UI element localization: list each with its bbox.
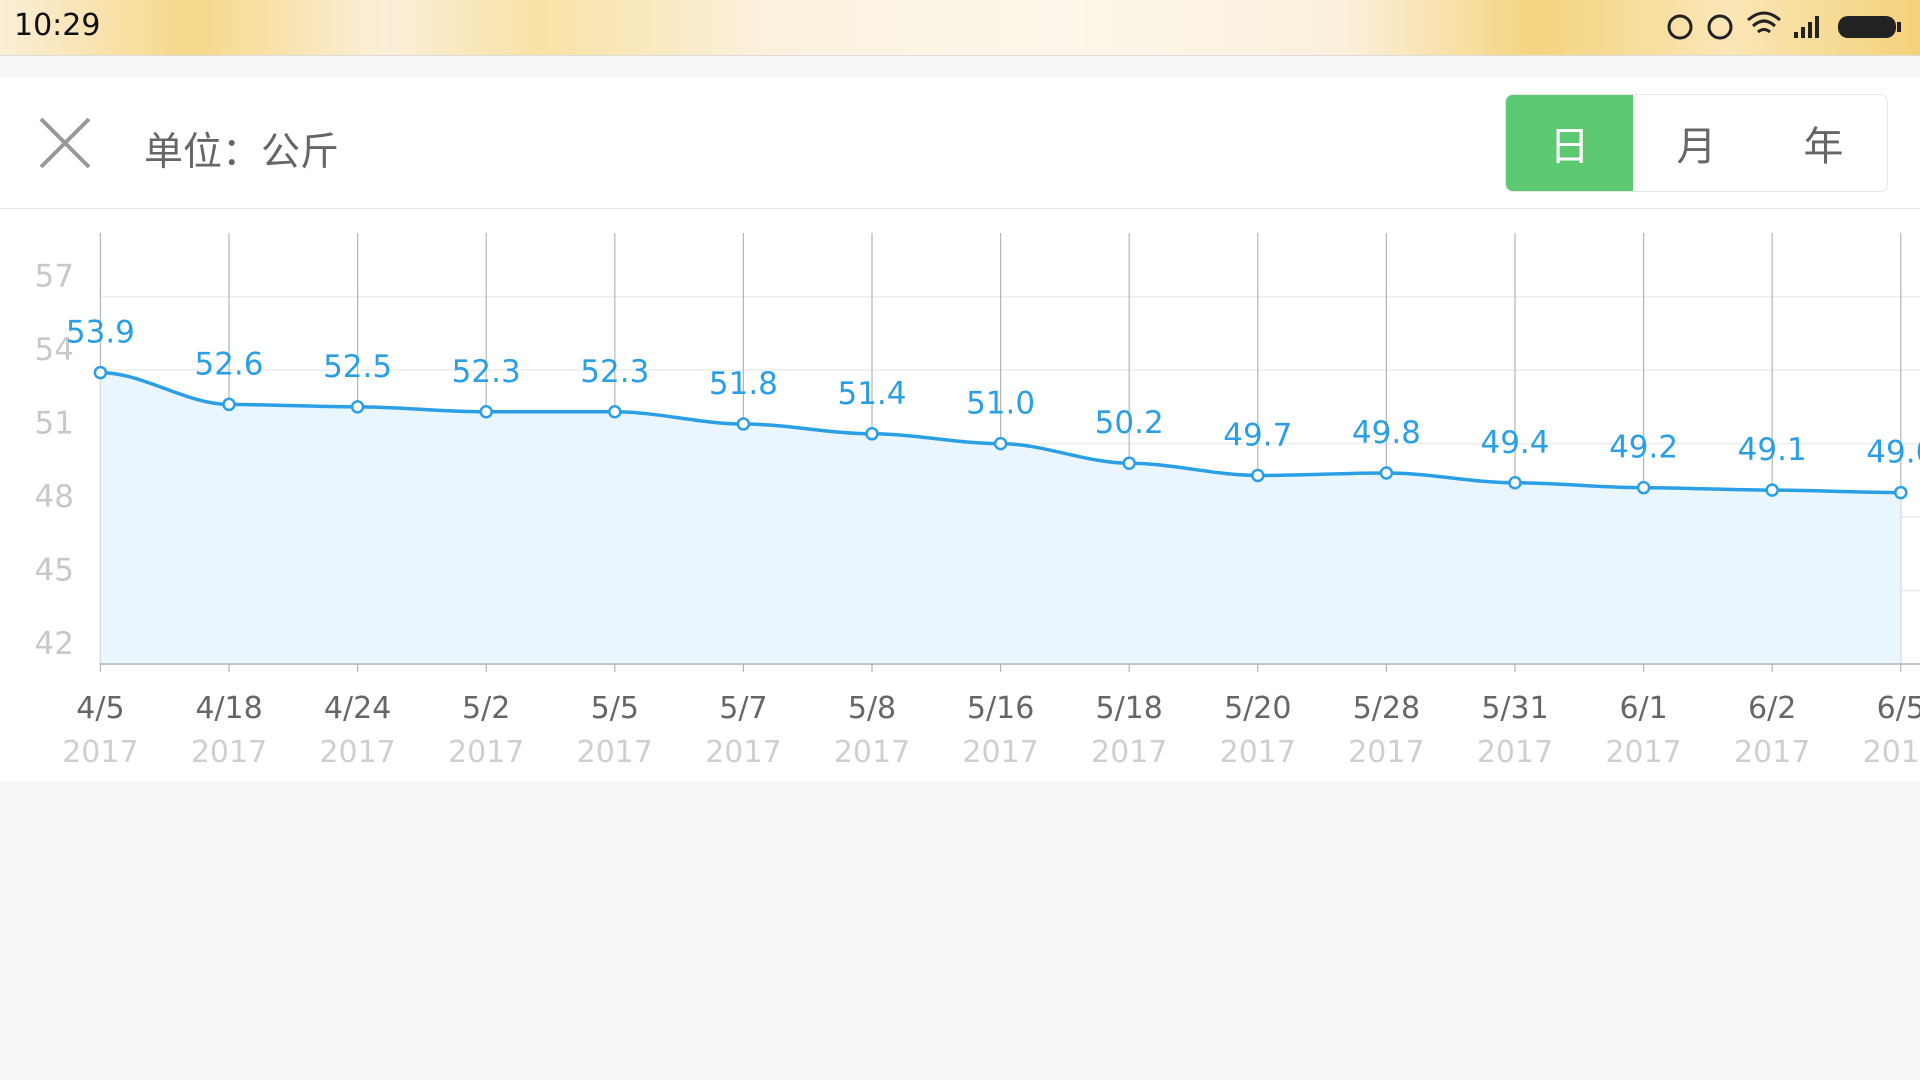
- status-icons: [1667, 11, 1901, 40]
- point: [1379, 466, 1394, 480]
- value-label: 49.2: [1609, 430, 1678, 466]
- chart-panel: 42 45 48 51 54 57 53.9 52.6 52.5 52.3 52.3 51.8 51.4…: [0, 209, 1920, 781]
- value-label: 52.3: [580, 354, 649, 390]
- x-tick-label: 5/18: [1096, 691, 1163, 726]
- point: [222, 397, 236, 412]
- x-tick-year: 2017: [448, 735, 524, 770]
- point: [1765, 483, 1779, 497]
- x-tick-year: 2017: [577, 735, 653, 770]
- value-label: 49.7: [1223, 417, 1292, 453]
- y-tick-label: 51: [35, 406, 74, 442]
- value-label: 51.0: [966, 386, 1035, 422]
- point: [1508, 476, 1522, 490]
- x-tick-label: 5/5: [591, 691, 639, 726]
- clock: 10:29: [14, 8, 101, 43]
- x-tick-label: 5/2: [462, 691, 510, 726]
- x-tick-label: 6/1: [1619, 691, 1667, 726]
- value-label: 53.9: [66, 315, 135, 351]
- point: [736, 417, 751, 431]
- point: [1894, 485, 1908, 500]
- x-tick-year: 2017: [1605, 735, 1681, 770]
- x-tick-label: 4/24: [324, 691, 391, 726]
- x-tick-year: 2017: [834, 735, 910, 770]
- x-tick-label: 4/5: [76, 691, 124, 726]
- y-tick-label: 57: [35, 259, 74, 295]
- x-tick-label: 6/5: [1877, 691, 1920, 726]
- value-label: 50.2: [1095, 405, 1164, 441]
- value-label: 52.5: [323, 349, 392, 385]
- tab[interactable]: 日: [1506, 95, 1633, 191]
- y-tick-label: 42: [35, 626, 74, 662]
- tab-group: 日月年: [1505, 94, 1888, 192]
- x-tick-label: 5/31: [1481, 691, 1548, 726]
- x-tick-year: 2017: [1220, 735, 1296, 770]
- tab[interactable]: 月: [1633, 95, 1760, 191]
- value-label: 49.8: [1352, 415, 1421, 451]
- x-tick-year: 2017: [319, 735, 395, 770]
- point: [993, 436, 1008, 451]
- x-tick-year: 2017: [1348, 735, 1424, 770]
- x-tick-label: 4/18: [195, 691, 262, 726]
- x-tick-year: 2017: [1863, 735, 1920, 770]
- close-button[interactable]: [35, 113, 95, 173]
- status-bar: 10:29: [0, 0, 1920, 56]
- x-tick-year: 2017: [191, 735, 267, 770]
- chart: 42 45 48 51 54 57 53.9 52.6 52.5 52.3 52.3 51.8 51.4…: [35, 233, 1920, 770]
- x-tick-year: 2017: [1091, 735, 1167, 770]
- x-tick-label: 5/7: [719, 691, 767, 726]
- value-label: 49.1: [1738, 432, 1807, 468]
- x-tick-label: 5/20: [1224, 691, 1291, 726]
- x-tick-year: 2017: [1734, 735, 1810, 770]
- value-label: 51.8: [709, 366, 778, 402]
- unit-label: 单位：公斤: [144, 130, 340, 175]
- x-tick-label: 5/28: [1353, 691, 1420, 726]
- x-tick-label: 6/2: [1748, 691, 1796, 726]
- x-tick-year: 2017: [1477, 735, 1553, 770]
- x-tick-year: 2017: [962, 735, 1038, 770]
- x-tick-label: 5/16: [967, 691, 1034, 726]
- value-label: 52.3: [452, 354, 521, 390]
- x-tick-year: 2017: [62, 735, 138, 770]
- point: [479, 405, 493, 419]
- value-label: 49.4: [1480, 425, 1549, 461]
- point: [865, 427, 879, 441]
- y-tick-label: 48: [35, 479, 74, 515]
- value-label: 49.0: [1866, 435, 1920, 471]
- header: 单位：公斤 日月年: [0, 78, 1920, 209]
- value-label: 51.4: [837, 376, 906, 412]
- point: [1636, 480, 1651, 495]
- y-tick-label: 45: [35, 553, 74, 589]
- point: [608, 405, 622, 419]
- point: [93, 365, 108, 380]
- x-tick-year: 2017: [705, 735, 781, 770]
- area: [100, 372, 1901, 664]
- tab[interactable]: 年: [1760, 95, 1887, 191]
- x-tick-label: 5/8: [848, 691, 896, 726]
- point: [1122, 456, 1136, 470]
- point: [350, 400, 365, 414]
- value-label: 52.6: [194, 346, 263, 382]
- point: [1251, 468, 1265, 483]
- y-tick-label: 54: [35, 332, 74, 368]
